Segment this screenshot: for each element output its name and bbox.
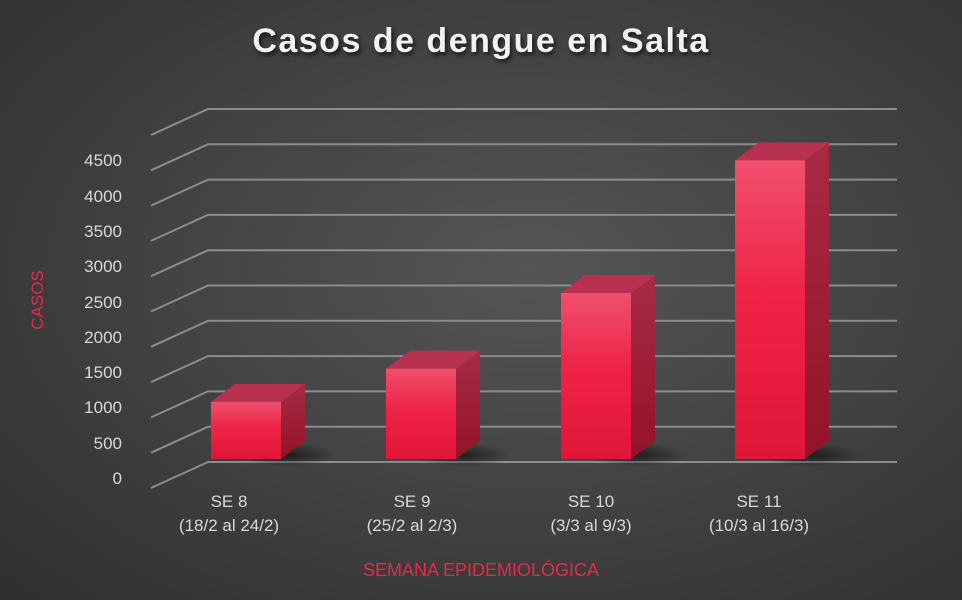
y-tick-label: 3000	[84, 257, 122, 277]
x-category-label: SE 10 (3/3 al 9/3)	[506, 490, 676, 538]
category-week: SE 11	[736, 492, 782, 511]
gridline	[150, 213, 897, 242]
y-tick-label: 1000	[84, 398, 122, 418]
category-dates: (25/2 al 2/3)	[366, 516, 458, 535]
x-category-label: SE 9 (25/2 al 2/3)	[327, 490, 497, 538]
x-category-label: SE 11 (10/3 al 16/3)	[674, 490, 844, 538]
bar	[386, 350, 511, 467]
y-tick-label: 3500	[84, 221, 122, 241]
gridline	[150, 425, 897, 454]
category-week: SE 9	[393, 492, 431, 511]
gridline	[150, 143, 897, 172]
category-dates: (18/2 al 24/2)	[178, 516, 280, 535]
y-tick-label: 4500	[84, 151, 122, 171]
category-week: SE 10	[567, 492, 615, 511]
bar	[211, 383, 336, 467]
x-axis-title: SEMANA EPIDEMIOLÓGICA	[362, 560, 600, 580]
gridline	[150, 390, 897, 419]
gridline	[150, 108, 897, 136]
y-tick-label: 2000	[84, 327, 122, 347]
gridline	[150, 319, 897, 348]
y-tick-label: 0	[112, 469, 122, 488]
gridline	[150, 178, 897, 207]
y-tick-label: 1500	[84, 363, 122, 383]
y-tick-label: 2500	[84, 292, 122, 312]
gridline	[150, 355, 897, 384]
category-week: SE 8	[210, 492, 248, 511]
bar	[561, 275, 686, 467]
gridline	[150, 249, 897, 278]
gridlines	[150, 108, 897, 489]
gridline	[150, 284, 897, 313]
gridline	[150, 461, 897, 489]
x-category-label: SE 8 (18/2 al 24/2)	[144, 490, 314, 538]
y-tick-label: 4000	[84, 186, 122, 206]
bar	[735, 142, 860, 467]
y-axis-title: CASOS	[28, 270, 47, 330]
category-dates: (3/3 al 9/3)	[550, 516, 632, 535]
bars	[211, 142, 860, 467]
chart-title: Casos de dengue en Salta	[252, 22, 710, 60]
category-dates: (10/3 al 16/3)	[708, 516, 810, 535]
y-tick-label: 500	[93, 433, 122, 453]
